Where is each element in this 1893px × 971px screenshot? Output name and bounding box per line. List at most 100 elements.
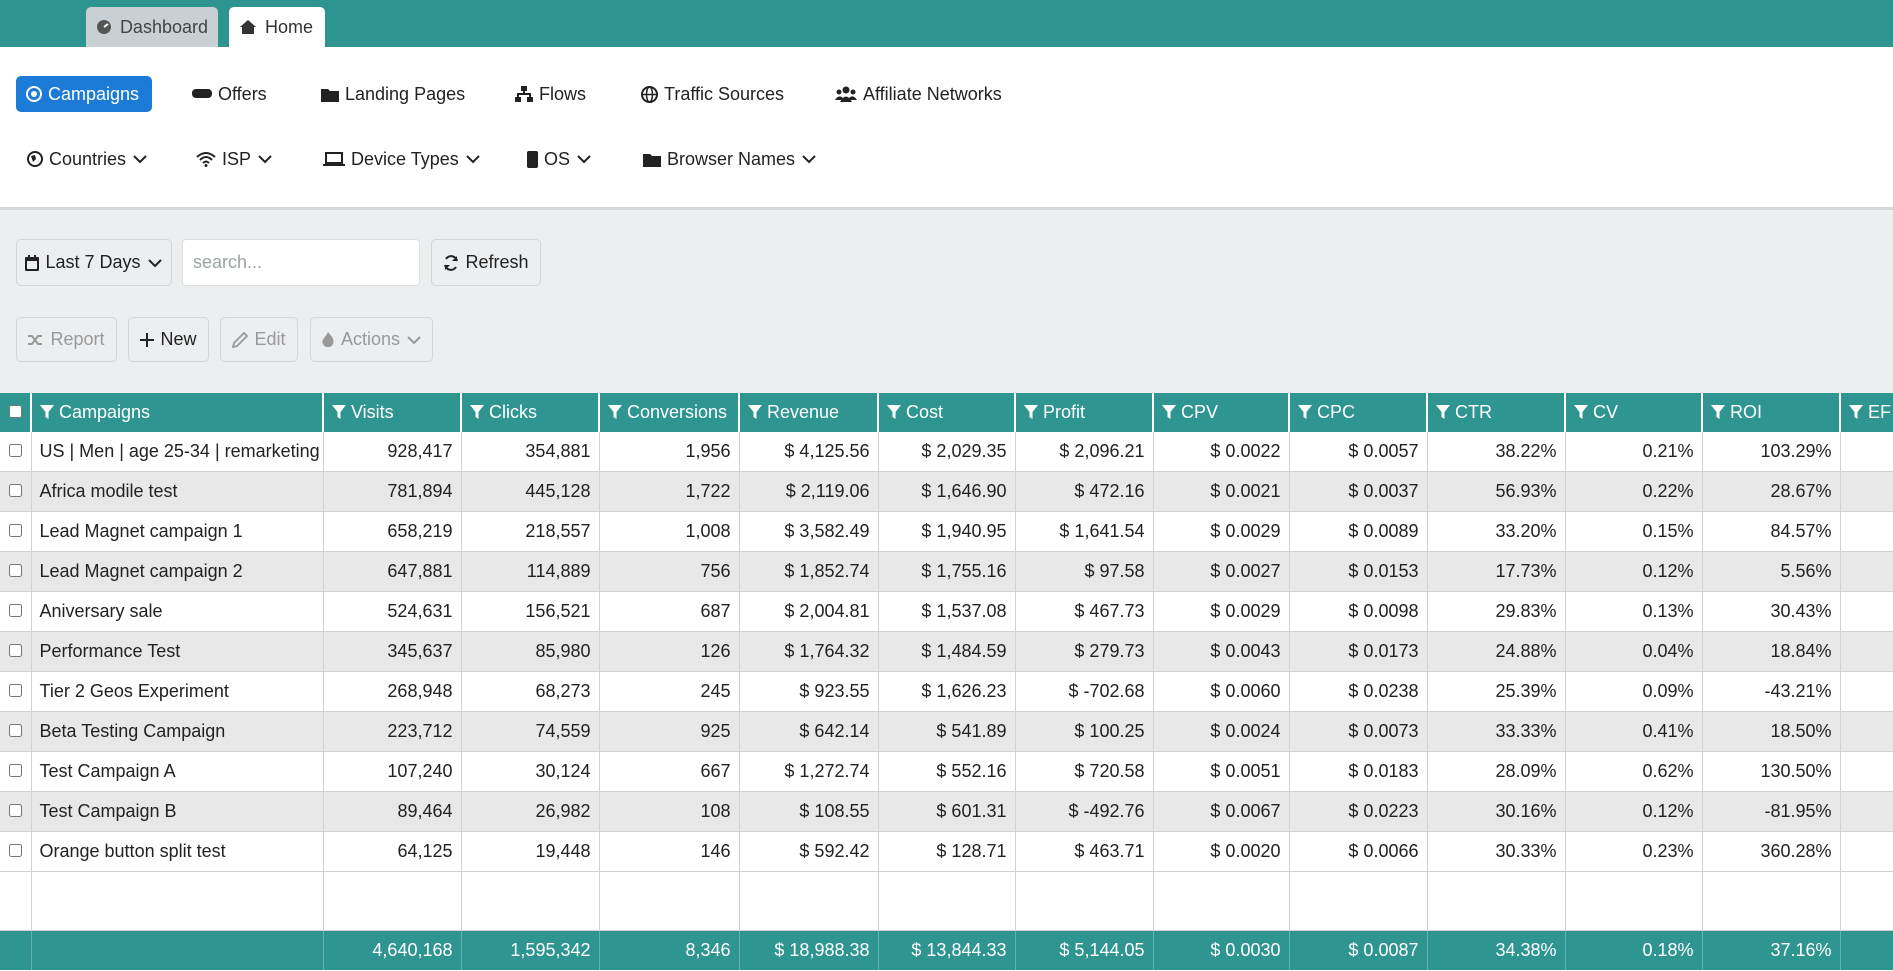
empty-cell <box>1427 871 1566 931</box>
column-header[interactable]: Campaigns <box>31 393 324 432</box>
row-checkbox[interactable] <box>9 484 23 497</box>
row-checkbox[interactable] <box>9 844 23 857</box>
select-all-checkbox[interactable] <box>9 405 22 418</box>
row-checkbox[interactable] <box>9 684 23 697</box>
column-header[interactable]: CPV <box>1153 393 1290 432</box>
column-header[interactable]: Visits <box>323 393 462 432</box>
column-header[interactable]: Cost <box>878 393 1016 432</box>
button-label: Last 7 Days <box>45 252 141 272</box>
nav-label: Offers <box>218 83 267 104</box>
metric-cell: 0.13% <box>1565 591 1703 632</box>
row-checkbox[interactable] <box>9 724 23 737</box>
row-checkbox[interactable] <box>9 444 23 457</box>
metric-cell: $ 128.71 <box>878 831 1016 872</box>
refresh-button[interactable]: Refresh <box>431 239 541 286</box>
metric-cell: 345,637 <box>323 631 462 672</box>
filter-icon <box>1024 405 1038 419</box>
row-checkbox[interactable] <box>9 604 23 617</box>
table-row: Tier 2 Geos Experiment 268,948 68,273 245 $ … <box>0 671 1893 712</box>
metric-cell: 0.04% <box>1565 631 1703 672</box>
empty-cell <box>31 871 324 931</box>
campaign-name: Africa modile test <box>31 471 324 512</box>
tab[interactable]: Dashboard <box>86 7 218 47</box>
metric-cell: $ 0.0024 <box>1153 711 1290 752</box>
nav-dropdown[interactable]: ISP <box>196 141 273 177</box>
icon <box>641 85 658 103</box>
nav-dropdown[interactable]: Device Types <box>323 141 481 177</box>
actions-button[interactable]: Actions <box>310 317 433 362</box>
empty-cell <box>1153 871 1290 931</box>
edit-button[interactable]: Edit <box>220 317 298 362</box>
metric-cell: 658,219 <box>323 511 462 552</box>
column-header-label: Profit <box>1043 402 1086 422</box>
empty-cell <box>1015 871 1154 931</box>
chevron <box>466 155 480 164</box>
column-header[interactable]: EF <box>1840 393 1893 432</box>
row-checkbox-cell <box>0 831 32 872</box>
nav-dropdown[interactable]: Countries <box>27 141 148 177</box>
icon <box>323 152 345 166</box>
row-checkbox[interactable] <box>9 804 23 817</box>
metric-cell: $ 592.42 <box>739 831 879 872</box>
button-label: Edit <box>254 329 286 349</box>
nav-item[interactable]: Flows <box>515 76 586 112</box>
column-header-label: Clicks <box>489 402 537 422</box>
nav-dropdown[interactable]: OS <box>527 141 592 177</box>
filler-row <box>0 871 1893 931</box>
nav-item[interactable]: Campaigns <box>16 76 152 112</box>
total-cell: $ 0.0030 <box>1153 930 1290 970</box>
column-header[interactable]: Clicks <box>461 393 600 432</box>
date-range-button[interactable]: Last 7 Days <box>16 239 172 286</box>
empty-cell <box>1289 871 1428 931</box>
new-button[interactable]: New <box>128 317 209 362</box>
icon <box>515 86 533 102</box>
metric-cell: 74,559 <box>461 711 600 752</box>
search-input[interactable]: search... <box>182 239 420 286</box>
metric-cell: $ 0.0057 <box>1289 432 1428 472</box>
metric-cell: $ 0.0173 <box>1289 631 1428 672</box>
nav-item[interactable]: Traffic Sources <box>641 76 784 112</box>
icon <box>28 334 43 345</box>
icon <box>240 20 256 34</box>
metric-cell: 30.16% <box>1427 791 1566 832</box>
nav-item[interactable]: Offers <box>192 76 267 112</box>
empty-cell <box>1565 871 1703 931</box>
metric-cell: 29.83% <box>1427 591 1566 632</box>
table-row: Lead Magnet campaign 1 658,219 218,557 1,00… <box>0 511 1893 552</box>
column-header[interactable]: CV <box>1565 393 1703 432</box>
nav-item[interactable]: Landing Pages <box>321 76 465 112</box>
column-header[interactable]: Profit <box>1015 393 1154 432</box>
column-header[interactable]: Revenue <box>739 393 879 432</box>
row-checkbox[interactable] <box>9 524 23 537</box>
metric-cell: $ 1,626.23 <box>878 671 1016 712</box>
column-header[interactable]: CPC <box>1289 393 1428 432</box>
column-header[interactable]: CTR <box>1427 393 1566 432</box>
campaign-name: Test Campaign B <box>31 791 324 832</box>
metric-cell: 223,712 <box>323 711 462 752</box>
nav-label: Affiliate Networks <box>863 83 1002 104</box>
metric-cell: $ 0.0051 <box>1153 751 1290 792</box>
tab[interactable]: Home <box>229 7 325 47</box>
metric-cell: $ 642.14 <box>739 711 879 752</box>
metric-cell: $ 2,119.06 <box>739 471 879 512</box>
report-button[interactable]: Report <box>16 317 117 362</box>
column-header[interactable]: Conversions <box>599 393 740 432</box>
empty-cell <box>1840 871 1893 931</box>
table-row: Beta Testing Campaign 223,712 74,559 925 $ 6… <box>0 711 1893 752</box>
row-checkbox[interactable] <box>9 644 23 657</box>
column-header[interactable]: ROI <box>1702 393 1841 432</box>
filter-icon <box>332 405 346 419</box>
row-checkbox[interactable] <box>9 764 23 777</box>
nav-dropdown[interactable]: Browser Names <box>643 141 817 177</box>
row-checkbox[interactable] <box>9 564 23 577</box>
filter-icon <box>1162 405 1176 419</box>
empty-cell <box>1840 631 1893 672</box>
metric-cell: 17.73% <box>1427 551 1566 592</box>
metric-cell: $ 463.71 <box>1015 831 1154 872</box>
nav-item[interactable]: Affiliate Networks <box>835 76 1002 112</box>
button-label: Refresh <box>465 252 529 272</box>
nav-label: Flows <box>539 83 587 104</box>
metric-cell: $ 1,484.59 <box>878 631 1016 672</box>
metric-cell: 156,521 <box>461 591 600 632</box>
button-label: Report <box>50 329 105 349</box>
